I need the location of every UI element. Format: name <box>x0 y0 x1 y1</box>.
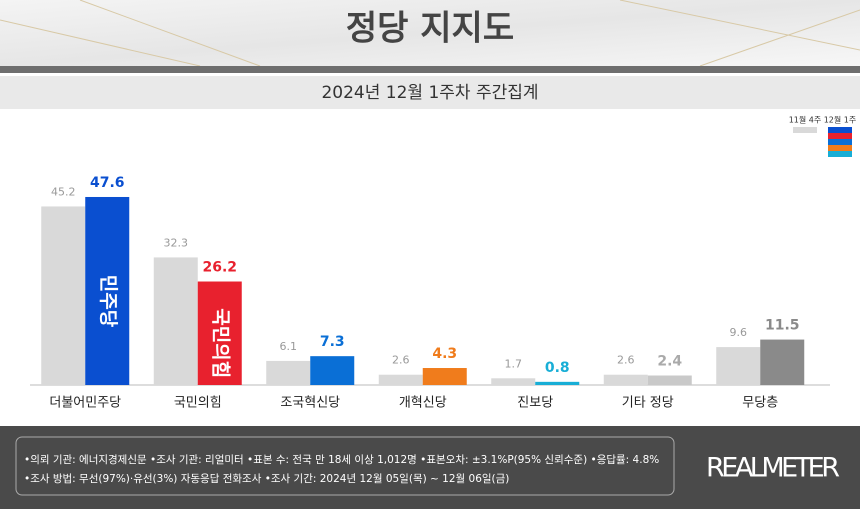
bar <box>266 360 311 385</box>
bar <box>603 374 648 385</box>
bar <box>716 347 761 385</box>
bar <box>197 281 242 385</box>
bar <box>153 257 198 385</box>
x-tick-label: 무당층 <box>742 396 778 411</box>
value-label: 0.8 <box>545 360 570 376</box>
chart-title: 정당 지지도 <box>346 9 514 49</box>
note: •조사 방법: 무선(97%)·유선(3%) 자동응답 전화조사 •조사 기간:… <box>24 472 509 485</box>
value-label: 1.7 <box>505 357 523 370</box>
legend-swatch <box>828 145 852 151</box>
value-label: 2.6 <box>617 354 635 367</box>
value-label: 26.2 <box>202 260 237 276</box>
value-label: 47.6 <box>90 175 125 191</box>
value-label: 11.5 <box>765 318 800 334</box>
subtitle-bg <box>0 76 860 109</box>
note: •의뢰 기관: 에너지경제신문 •조사 기관: 리얼미터 •표본 수: 전국 만… <box>24 453 659 466</box>
legend-swatch <box>793 127 817 133</box>
bar <box>422 368 467 385</box>
bar <box>378 374 423 385</box>
legend-label: 12월 1주 <box>824 115 857 125</box>
value-label: 2.4 <box>657 354 682 370</box>
value-label: 6.1 <box>280 340 298 353</box>
legend-swatch <box>828 151 852 157</box>
x-tick-label: 국민의힘 <box>174 396 222 411</box>
x-tick-label: 조국혁신당 <box>280 396 340 411</box>
legend-label: 11월 4주 <box>789 115 822 125</box>
bar-logo: 민주당 <box>97 275 119 328</box>
value-label: 32.3 <box>164 236 189 249</box>
header-bg <box>0 0 860 66</box>
x-tick-label: 더불어민주당 <box>49 396 121 411</box>
x-tick-label: 개혁신당 <box>399 396 447 411</box>
legend-swatch <box>828 133 852 139</box>
bar <box>41 206 86 385</box>
bar <box>647 375 692 385</box>
value-label: 45.2 <box>51 185 76 198</box>
header-decor <box>0 0 860 67</box>
x-tick-label: 기타 정당 <box>622 396 674 411</box>
legend-swatch <box>828 139 852 145</box>
bar <box>535 381 580 385</box>
value-label: 7.3 <box>320 334 345 350</box>
value-label: 4.3 <box>432 346 457 362</box>
bar-logo: 국민의힘 <box>209 308 231 378</box>
bar <box>760 339 805 385</box>
x-tick-label: 진보당 <box>517 396 553 411</box>
legend-swatch <box>828 127 852 133</box>
bar <box>491 378 536 385</box>
source-logo: REALMETER <box>706 453 840 484</box>
value-label: 9.6 <box>730 326 748 339</box>
value-label: 2.6 <box>392 354 410 367</box>
bar <box>85 196 130 385</box>
chart-subtitle: 2024년 12월 1주차 주간집계 <box>321 83 538 103</box>
notes-box <box>15 436 675 496</box>
bar <box>310 356 355 385</box>
header-rule <box>0 66 860 73</box>
